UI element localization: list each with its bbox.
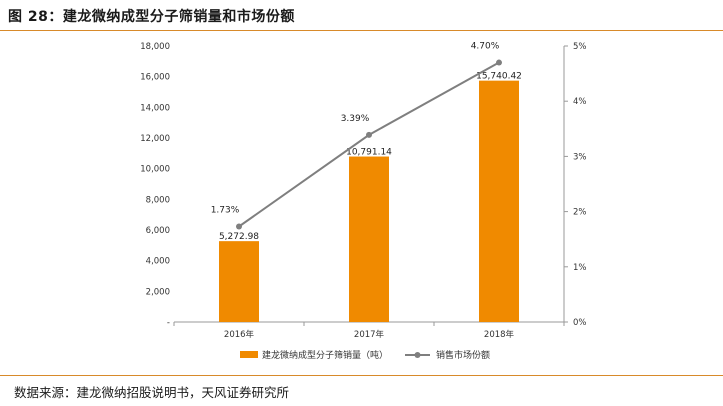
legend-bar-swatch (240, 351, 258, 358)
left-tick-label: 16,000 (140, 73, 170, 83)
x-tick-label: 2016年 (224, 329, 255, 340)
bar-value-label: 10,791.14 (346, 148, 392, 158)
top-rule (0, 30, 723, 31)
bar-value-label: 15,740.42 (476, 72, 522, 82)
source-note: 数据来源：建龙微纳招股说明书，天风证券研究所 (14, 385, 290, 400)
bar (349, 156, 389, 322)
left-tick-label: 12,000 (140, 134, 170, 144)
x-tick-label: 2018年 (484, 329, 515, 340)
right-tick-label: 2% (573, 208, 587, 218)
chart-svg: - 2,000 4,000 6,000 8,000 10,000 12,000 14,000 1… (140, 42, 587, 361)
legend-line-label: 销售市场份额 (436, 349, 490, 361)
right-tick-label: 5% (573, 42, 587, 52)
share-value-label: 1.73% (211, 206, 240, 216)
bar-value-label: 5,272.98 (219, 232, 259, 242)
bar (219, 241, 259, 322)
legend-line-marker (414, 352, 421, 358)
left-tick-label: - (167, 318, 170, 328)
left-tick-label: 2,000 (146, 287, 170, 297)
share-point (366, 131, 372, 138)
right-tick-label: 0% (573, 318, 587, 328)
share-point (496, 59, 502, 66)
right-tick-label: 3% (573, 152, 587, 162)
share-value-label: 4.70% (471, 42, 500, 52)
left-tick-label: 6,000 (146, 226, 170, 236)
left-tick-label: 4,000 (146, 257, 170, 267)
figure-title: 图 28：建龙微纳成型分子筛销量和市场份额 (8, 9, 295, 25)
share-point (236, 223, 242, 230)
left-tick-label: 14,000 (140, 103, 170, 113)
bottom-rule (0, 375, 723, 376)
right-tick-label: 1% (573, 263, 587, 273)
left-tick-label: 8,000 (146, 195, 170, 205)
legend-bar-label: 建龙微纳成型分子筛销量（吨） (262, 349, 388, 361)
left-tick-label: 10,000 (140, 165, 170, 175)
bar (479, 80, 519, 322)
share-value-label: 3.39% (341, 114, 370, 124)
left-tick-label: 18,000 (140, 42, 170, 52)
x-tick-label: 2017年 (354, 329, 385, 340)
right-tick-label: 4% (573, 97, 587, 107)
